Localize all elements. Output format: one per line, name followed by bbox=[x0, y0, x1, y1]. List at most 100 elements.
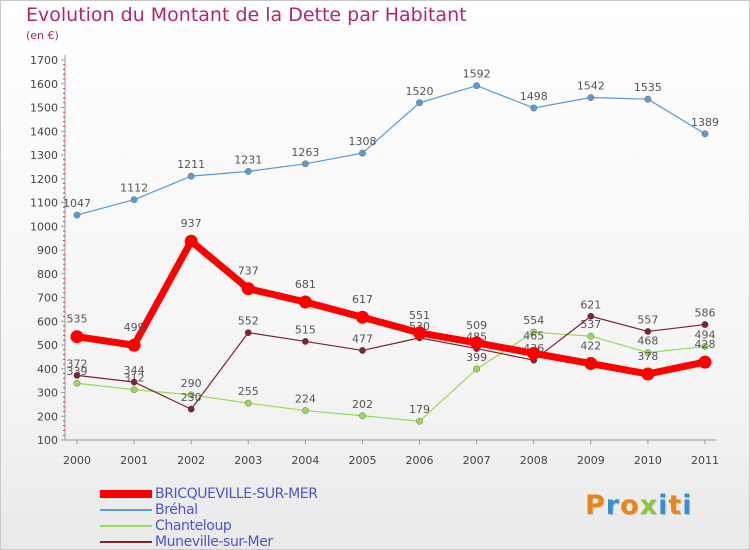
data-point-br-hal bbox=[359, 149, 366, 157]
data-label-muneville-sur-mer: 344 bbox=[124, 364, 145, 377]
data-point-br-hal bbox=[644, 95, 652, 103]
data-point-bricqueville-sur-mer bbox=[355, 310, 369, 324]
data-label-bricqueville-sur-mer: 551 bbox=[409, 309, 430, 322]
data-point-chanteloup bbox=[359, 412, 366, 420]
y-tick-label: 1600 bbox=[30, 78, 58, 91]
series-line-chanteloup bbox=[76, 331, 706, 422]
data-point-chanteloup bbox=[473, 365, 481, 373]
data-label-br-hal: 1535 bbox=[634, 81, 662, 94]
data-point-bricqueville-sur-mer bbox=[527, 346, 541, 360]
data-label-bricqueville-sur-mer: 499 bbox=[124, 321, 145, 334]
data-label-muneville-sur-mer: 372 bbox=[67, 357, 88, 370]
data-point-chanteloup bbox=[530, 328, 538, 336]
x-tick-label: 2009 bbox=[577, 454, 605, 467]
data-point-muneville-sur-mer bbox=[359, 347, 366, 354]
data-point-chanteloup bbox=[301, 407, 309, 414]
data-label-muneville-sur-mer: 557 bbox=[637, 313, 658, 326]
data-point-chanteloup bbox=[701, 343, 709, 350]
data-point-muneville-sur-mer bbox=[644, 328, 652, 335]
data-point-chanteloup bbox=[244, 399, 252, 407]
legend-swatch bbox=[100, 509, 152, 511]
y-tick-label: 1400 bbox=[30, 125, 58, 138]
proxiti-logo: Proxiti bbox=[585, 490, 693, 521]
data-label-chanteloup: 494 bbox=[695, 328, 716, 341]
data-point-br-hal bbox=[473, 82, 481, 90]
data-point-muneville-sur-mer bbox=[244, 329, 252, 337]
data-label-chanteloup: 255 bbox=[238, 385, 259, 398]
data-point-muneville-sur-mer bbox=[187, 405, 195, 413]
data-point-bricqueville-sur-mer bbox=[184, 234, 198, 248]
data-label-bricqueville-sur-mer: 509 bbox=[466, 319, 487, 332]
data-label-br-hal: 1047 bbox=[63, 197, 91, 210]
data-label-muneville-sur-mer: 230 bbox=[181, 391, 202, 404]
data-point-chanteloup bbox=[644, 349, 652, 356]
chart-subtitle: (en €) bbox=[26, 29, 59, 42]
y-tick-label: 1100 bbox=[30, 197, 58, 210]
legend-swatch bbox=[100, 541, 152, 543]
legend-label: Muneville-sur-Mer bbox=[155, 534, 273, 550]
series-line-br-hal bbox=[76, 85, 706, 216]
data-point-chanteloup bbox=[587, 332, 595, 340]
data-label-br-hal: 1389 bbox=[691, 116, 719, 129]
data-point-muneville-sur-mer bbox=[587, 312, 595, 320]
data-label-bricqueville-sur-mer: 535 bbox=[67, 313, 88, 326]
data-point-bricqueville-sur-mer bbox=[241, 282, 255, 296]
data-point-bricqueville-sur-mer bbox=[298, 295, 312, 309]
x-tick-label: 2000 bbox=[63, 454, 91, 467]
x-tick-label: 2005 bbox=[348, 454, 376, 467]
data-label-br-hal: 1263 bbox=[291, 146, 319, 159]
data-point-chanteloup bbox=[130, 386, 138, 394]
data-label-chanteloup: 554 bbox=[523, 314, 544, 327]
logo-letter: i bbox=[682, 490, 693, 521]
data-point-br-hal bbox=[244, 167, 252, 175]
logo-letter: o bbox=[620, 490, 640, 521]
y-tick-label: 400 bbox=[37, 363, 58, 376]
y-tick-label: 600 bbox=[37, 315, 58, 328]
data-point-muneville-sur-mer bbox=[701, 321, 709, 328]
logo-letter: P bbox=[585, 490, 606, 521]
data-label-chanteloup: 224 bbox=[295, 393, 316, 406]
data-label-muneville-sur-mer: 586 bbox=[695, 307, 716, 320]
data-label-bricqueville-sur-mer: 465 bbox=[523, 329, 544, 342]
x-tick-label: 2002 bbox=[177, 454, 205, 467]
data-label-br-hal: 1542 bbox=[577, 80, 605, 93]
data-label-br-hal: 1498 bbox=[520, 90, 548, 103]
data-point-muneville-sur-mer bbox=[301, 338, 309, 345]
data-label-bricqueville-sur-mer: 937 bbox=[181, 217, 202, 230]
data-label-chanteloup: 290 bbox=[181, 377, 202, 390]
data-label-muneville-sur-mer: 515 bbox=[295, 323, 316, 336]
y-tick-label: 100 bbox=[37, 434, 58, 447]
y-tick-label: 900 bbox=[37, 244, 58, 257]
data-point-br-hal bbox=[416, 99, 423, 107]
data-point-chanteloup bbox=[187, 391, 195, 399]
x-tick-label: 2006 bbox=[406, 454, 434, 467]
y-tick-label: 200 bbox=[37, 410, 58, 423]
x-tick-label: 2001 bbox=[120, 454, 148, 467]
legend-swatch bbox=[100, 525, 152, 527]
x-tick-label: 2003 bbox=[234, 454, 262, 467]
data-label-br-hal: 1520 bbox=[406, 85, 434, 98]
data-label-muneville-sur-mer: 477 bbox=[352, 332, 373, 345]
y-tick-label: 1500 bbox=[30, 102, 58, 115]
data-label-chanteloup: 468 bbox=[637, 335, 658, 348]
data-point-bricqueville-sur-mer bbox=[584, 357, 598, 371]
x-tick-label: 2004 bbox=[291, 454, 319, 467]
legend-swatch bbox=[100, 490, 152, 498]
data-point-bricqueville-sur-mer bbox=[127, 338, 141, 352]
series-line-bricqueville-sur-mer bbox=[73, 237, 709, 378]
data-label-chanteloup: 399 bbox=[466, 351, 487, 364]
data-label-br-hal: 1112 bbox=[120, 182, 148, 195]
x-tick-label: 2008 bbox=[520, 454, 548, 467]
data-point-chanteloup bbox=[73, 379, 81, 387]
data-point-bricqueville-sur-mer bbox=[413, 326, 427, 340]
y-tick-label: 1000 bbox=[30, 220, 58, 233]
data-label-bricqueville-sur-mer: 378 bbox=[637, 350, 658, 363]
data-point-bricqueville-sur-mer bbox=[698, 355, 712, 369]
data-point-br-hal bbox=[130, 196, 138, 204]
data-point-br-hal bbox=[587, 94, 595, 101]
data-point-br-hal bbox=[187, 172, 195, 180]
data-point-bricqueville-sur-mer bbox=[641, 367, 655, 381]
logo-letter: x bbox=[639, 490, 659, 521]
y-tick-label: 800 bbox=[37, 268, 58, 281]
data-point-muneville-sur-mer bbox=[130, 378, 138, 386]
